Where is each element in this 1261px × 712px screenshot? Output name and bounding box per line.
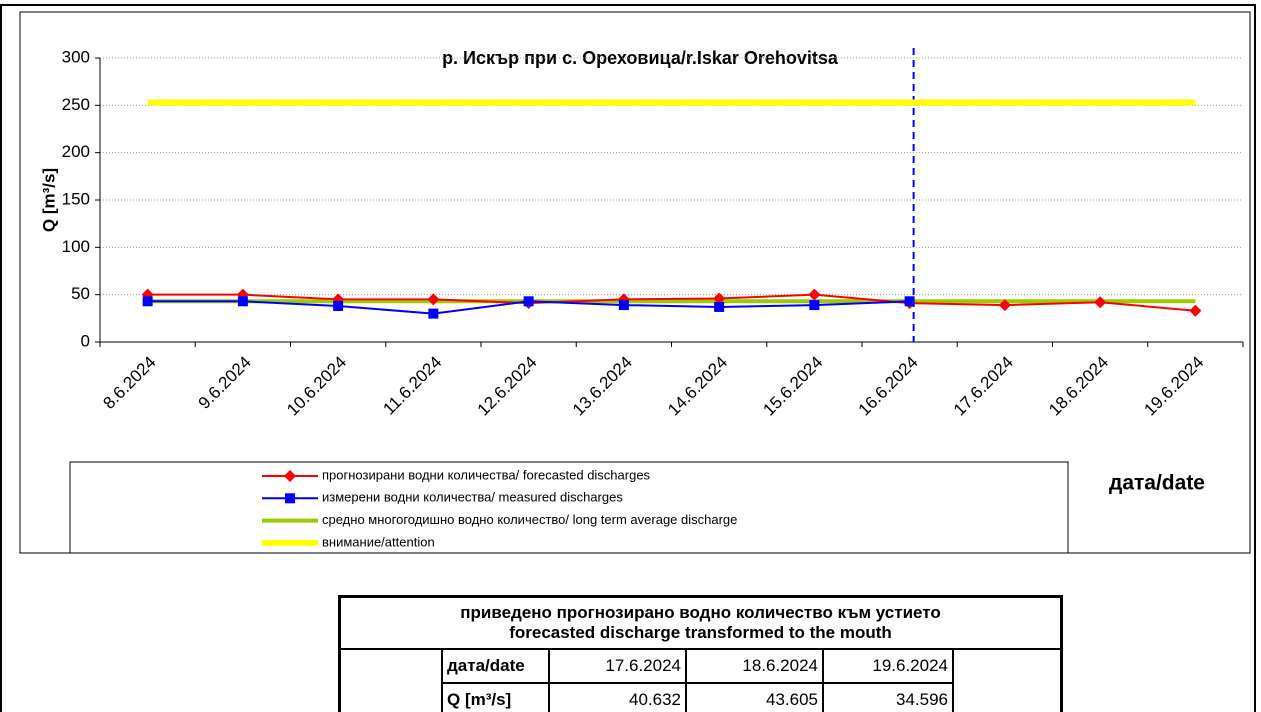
x-tick-label: 17.6.2024 (950, 353, 1017, 420)
marker (428, 308, 439, 319)
marker (714, 301, 725, 312)
marker (1094, 296, 1107, 309)
marker (808, 288, 821, 301)
y-tick-label: 100 (62, 237, 90, 256)
y-tick-label: 300 (62, 47, 90, 66)
marker (998, 299, 1011, 312)
y-tick-label: 50 (71, 284, 90, 303)
x-tick-label: 12.6.2024 (474, 353, 541, 420)
legend-label: измерени водни количества/ measured disc… (322, 490, 623, 505)
table-title: приведено прогнозирано водно количество … (338, 595, 1063, 650)
legend-label: прогнозирани водни количества/ forecaste… (322, 467, 651, 482)
cell: Q [m³/s] (441, 682, 550, 712)
marker (427, 293, 440, 306)
cell: 18.6.2024 (685, 648, 824, 684)
x-tick-label: 15.6.2024 (759, 353, 826, 420)
table-title-line: forecasted discharge transformed to the … (509, 623, 892, 642)
series-line (147, 293, 1196, 312)
x-tick-label: 14.6.2024 (664, 353, 731, 420)
marker (523, 296, 534, 307)
y-tick-label: 200 (62, 142, 90, 161)
cell: 43.605 (685, 682, 824, 712)
marker (618, 300, 629, 311)
marker (1189, 304, 1202, 317)
legend-label: внимание/attention (322, 534, 435, 549)
x-tick-label: 16.6.2024 (855, 353, 922, 420)
marker (284, 470, 296, 482)
x-tick-label: 9.6.2024 (195, 353, 255, 413)
y-axis-label: Q [m³/s] (39, 168, 58, 232)
y-tick-label: 250 (62, 95, 90, 114)
cell: 40.632 (548, 682, 687, 712)
table: приведено прогнозирано водно количество … (338, 595, 1063, 712)
y-tick-label: 150 (62, 189, 90, 208)
x-tick-label: 19.6.2024 (1140, 353, 1207, 420)
blank-cell (338, 648, 443, 712)
cell: 34.596 (822, 682, 954, 712)
x-tick-label: 10.6.2024 (283, 353, 350, 420)
marker (904, 296, 915, 307)
cell: 17.6.2024 (548, 648, 687, 684)
table-title-line: приведено прогнозирано водно количество … (460, 603, 941, 622)
cell: 19.6.2024 (822, 648, 954, 684)
blank-cell (952, 648, 1063, 712)
cell: дата/date (441, 648, 550, 684)
marker (333, 301, 344, 312)
marker (285, 493, 295, 504)
x-tick-label: 11.6.2024 (379, 353, 445, 419)
marker (809, 300, 820, 311)
frame (0, 4, 1256, 712)
x-tick-label: 13.6.2024 (569, 353, 636, 420)
marker (142, 296, 153, 307)
x-tick-label: 18.6.2024 (1045, 353, 1112, 420)
legend-label: средно многогодишно водно количество/ lo… (322, 512, 737, 527)
marker (713, 292, 726, 305)
x-axis-label: дата/date (1109, 472, 1205, 495)
marker (237, 296, 248, 307)
legend-box (69, 461, 1069, 554)
x-tick-label: 8.6.2024 (99, 353, 159, 413)
y-tick-label: 0 (81, 331, 90, 350)
